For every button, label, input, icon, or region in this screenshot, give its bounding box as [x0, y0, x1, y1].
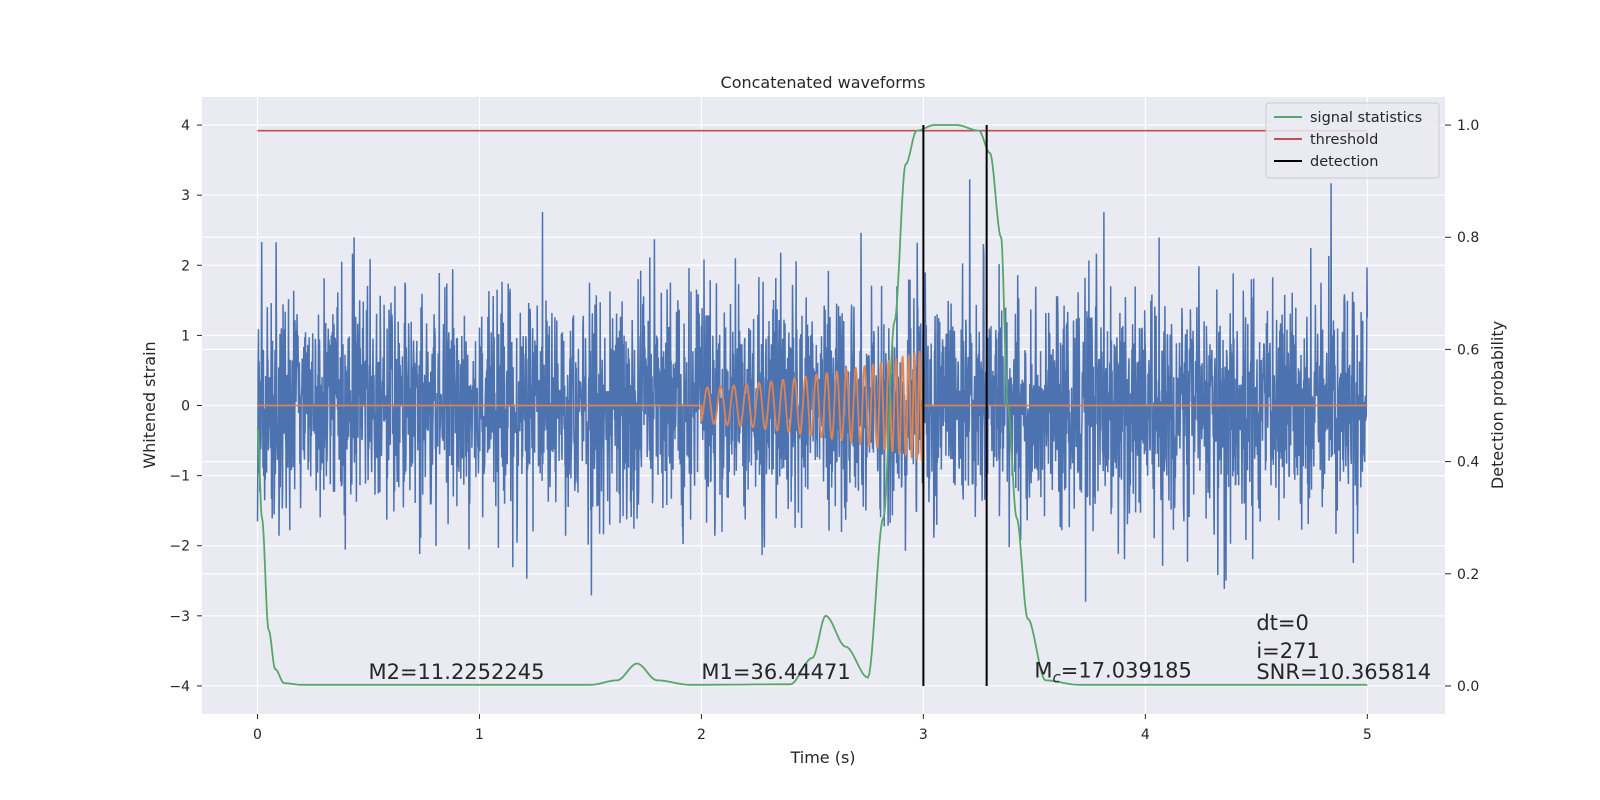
- y2-tick-label: 0.6: [1457, 342, 1479, 358]
- legend-label: signal statistics: [1310, 110, 1422, 126]
- y2-tick-label: 0.0: [1457, 679, 1479, 695]
- y-axis-label: Whitened strain: [140, 341, 159, 468]
- signal-statistics-line: [256, 124, 1368, 686]
- legend-label: threshold: [1310, 132, 1378, 148]
- x-tick-label: 2: [697, 727, 706, 743]
- annotation-text: M2=11.2252245: [368, 660, 544, 684]
- x-tick-label: 0: [253, 727, 262, 743]
- legend: signal statistics threshold detection: [1265, 102, 1440, 179]
- x-tick-label: 5: [1363, 727, 1372, 743]
- annotation-text: Mc=17.039185: [1034, 659, 1192, 687]
- y2-tick-label: 0.4: [1457, 455, 1479, 471]
- y2-axis-ticks: 1.0 0.8 0.6 0.4 0.2 0.0: [1445, 118, 1479, 695]
- chirp-line: [257, 350, 1368, 462]
- noise-series: [256, 179, 1369, 602]
- y2-tick-label: 0.8: [1457, 230, 1479, 246]
- y-tick-label: −3: [169, 609, 190, 625]
- noise-line: [256, 179, 1369, 602]
- y-tick-label: 4: [181, 118, 190, 134]
- x-tick-label: 3: [919, 727, 928, 743]
- y-tick-label: −4: [169, 679, 190, 695]
- detection-series: [922, 125, 988, 686]
- annotation-text: M1=36.44471: [701, 660, 850, 684]
- chart-title: Concatenated waveforms: [721, 73, 926, 92]
- y-tick-label: 3: [181, 188, 190, 204]
- y2-tick-label: 1.0: [1457, 118, 1479, 134]
- annotations: M2=11.2252245 M1=36.44471 Mc=17.039185 dt=0…: [368, 611, 1431, 687]
- legend-box: [1265, 102, 1440, 179]
- y2-axis-label: Detection probability: [1488, 321, 1507, 489]
- y-tick-label: 2: [181, 258, 190, 274]
- y-tick-label: 1: [181, 328, 190, 344]
- x-tick-label: 4: [1141, 727, 1150, 743]
- x-tick-label: 1: [475, 727, 484, 743]
- chirp-series: [257, 350, 1368, 462]
- signal-statistics-series: [256, 124, 1368, 686]
- y2-tick-label: 0.2: [1457, 567, 1479, 583]
- legend-label: detection: [1310, 154, 1378, 170]
- annotation-text: SNR=10.365814: [1256, 660, 1431, 684]
- x-axis-ticks: 0 1 2 3 4 5: [253, 714, 1372, 743]
- x-axis-label: Time (s): [789, 748, 855, 767]
- y-tick-label: −1: [169, 469, 190, 485]
- annotation-text: dt=0: [1256, 611, 1309, 635]
- y-tick-label: −2: [169, 539, 190, 555]
- annotation-text: i=271: [1256, 639, 1320, 663]
- y-tick-label: 0: [181, 399, 190, 415]
- y-axis-ticks: 4 3 2 1 0 −1 −2 −3 −4: [169, 118, 202, 695]
